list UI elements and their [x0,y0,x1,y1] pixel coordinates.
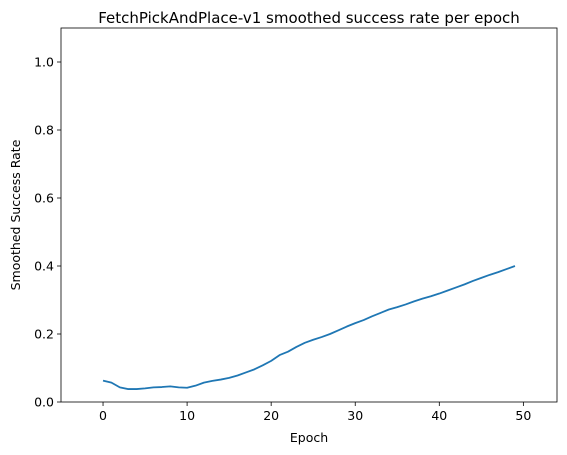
x-tick-label: 20 [263,408,279,423]
plot-frame [60,27,558,403]
chart-title: FetchPickAndPlace-v1 smoothed success ra… [98,9,520,27]
plot-area [61,28,557,402]
y-tick-label: 0.6 [34,191,54,206]
y-tick-label: 0.8 [34,123,54,138]
x-axis-ticks: 0 10 20 30 40 50 [99,402,531,423]
x-axis-label: Epoch [290,430,328,445]
success-rate-line [102,265,516,390]
y-tick-label: 1.0 [34,55,54,70]
y-axis-ticks: 0.0 0.2 0.4 0.6 0.8 1.0 [34,55,61,410]
y-axis-label: Smoothed Success Rate [8,139,23,290]
x-tick-label: 0 [99,408,107,423]
x-tick-label: 50 [515,408,531,423]
y-tick-label: 0.4 [34,259,54,274]
x-tick-label: 10 [179,408,195,423]
y-tick-label: 0.0 [34,395,54,410]
x-tick-label: 30 [347,408,363,423]
x-tick-label: 40 [431,408,447,423]
y-tick-label: 0.2 [34,327,54,342]
